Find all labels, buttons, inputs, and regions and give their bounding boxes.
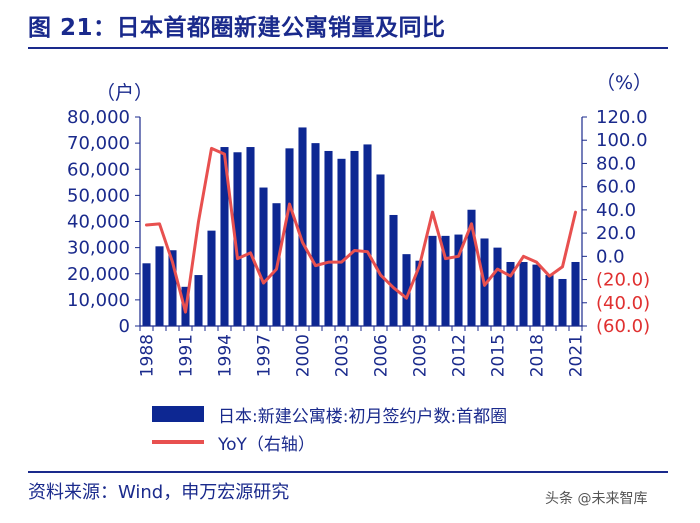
- bar-2012: [454, 234, 463, 326]
- x-tick-label: 1997: [255, 334, 275, 377]
- bar-2002: [324, 150, 333, 326]
- right-tick-label: 0.0: [596, 246, 625, 267]
- bar-2015: [493, 247, 502, 327]
- source-note: 资料来源：Wind，申万宏源研究: [28, 482, 290, 503]
- watermark: 头条 @未来智库: [545, 491, 648, 507]
- left-tick-label: 10,000: [67, 290, 130, 311]
- bar-1993: [207, 230, 216, 326]
- x-tick-label: 1994: [216, 334, 236, 377]
- bar-1999: [285, 148, 294, 326]
- legend-label-bars: 日本:新建公寓楼:初月签约户数:首都圈: [218, 406, 508, 427]
- right-tick-label: (40.0): [596, 293, 650, 314]
- bar-2019: [545, 275, 554, 326]
- x-tick-label: 1988: [138, 334, 158, 377]
- legend-swatch-bar: [152, 406, 204, 422]
- bar-2020: [558, 278, 567, 326]
- bar-2018: [532, 264, 541, 326]
- x-tick-label: 2012: [450, 334, 470, 377]
- x-tick-label: 1991: [177, 334, 197, 377]
- bar-2003: [337, 158, 346, 326]
- x-tick-label: 2009: [411, 334, 431, 377]
- legend-label-line: YoY（右轴）: [218, 434, 315, 455]
- left-tick-label: 80,000: [67, 107, 130, 128]
- bar-2017: [519, 261, 528, 326]
- right-tick-label: 20.0: [596, 223, 636, 244]
- bar-2010: [428, 235, 437, 326]
- bar-1994: [220, 147, 229, 326]
- right-tick-label: 100.0: [596, 130, 648, 151]
- right-axis-unit: （%）: [596, 72, 653, 94]
- left-tick-label: 0: [119, 316, 130, 337]
- bar-1996: [246, 147, 255, 326]
- x-tick-label: 2000: [294, 334, 314, 377]
- legend-item-line: YoY（右轴）: [152, 428, 507, 456]
- left-tick-label: 50,000: [67, 185, 130, 206]
- bar-2006: [376, 174, 385, 326]
- x-tick-label: 2015: [489, 334, 509, 377]
- bar-1990: [168, 250, 177, 326]
- left-tick-label: 60,000: [67, 159, 130, 180]
- bar-2013: [467, 209, 476, 326]
- bar-2009: [415, 260, 424, 326]
- right-tick-label: 60.0: [596, 177, 636, 198]
- legend-swatch-line: [152, 440, 204, 444]
- bar-2000: [298, 127, 307, 326]
- left-tick-label: 40,000: [67, 212, 130, 233]
- bar-1997: [259, 187, 268, 326]
- title-divider: [28, 47, 668, 49]
- right-tick-label: 120.0: [596, 107, 648, 128]
- left-tick-label: 70,000: [67, 133, 130, 154]
- chart-title: 图 21：日本首都圈新建公寓销量及同比: [28, 15, 446, 41]
- x-tick-label: 2021: [567, 334, 587, 377]
- footer-divider: [28, 471, 668, 473]
- bar-2004: [350, 150, 359, 326]
- x-tick-label: 2003: [333, 334, 353, 377]
- right-tick-label: (60.0): [596, 316, 650, 337]
- left-axis-unit: （户）: [96, 82, 154, 104]
- x-tick-label: 2006: [372, 334, 392, 377]
- bar-2007: [389, 214, 398, 326]
- legend: 日本:新建公寓楼:初月签约户数:首都圈 YoY（右轴）: [152, 400, 507, 456]
- right-tick-label: (20.0): [596, 270, 650, 291]
- bar-2001: [311, 143, 320, 327]
- yoy-line: [145, 146, 577, 314]
- left-tick-label: 20,000: [67, 264, 130, 285]
- bar-2008: [402, 254, 411, 326]
- bar-2021: [571, 261, 580, 326]
- bar-1992: [194, 275, 203, 326]
- bar-2005: [363, 144, 372, 326]
- legend-item-bars: 日本:新建公寓楼:初月签约户数:首都圈: [152, 400, 507, 428]
- right-tick-label: 40.0: [596, 200, 636, 221]
- bar-1995: [233, 152, 242, 326]
- bar-2011: [441, 235, 450, 326]
- bar-1988: [142, 263, 151, 326]
- bar-1989: [155, 246, 164, 326]
- left-tick-label: 30,000: [67, 238, 130, 259]
- x-tick-label: 2018: [528, 334, 548, 377]
- right-tick-label: 80.0: [596, 153, 636, 174]
- bar-2016: [506, 261, 515, 326]
